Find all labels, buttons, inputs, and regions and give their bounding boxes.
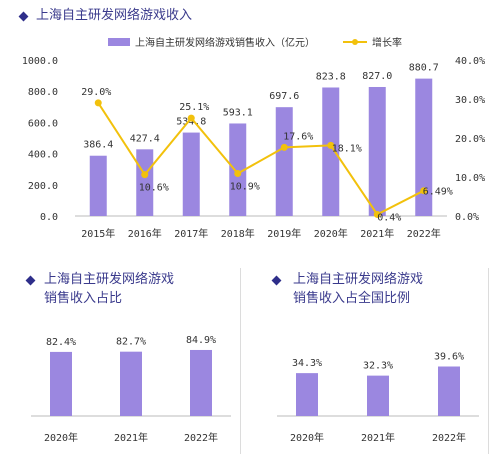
share-bar-chart: 82.4% 2020年 82.7% 2021年 84.9% 2022年 bbox=[31, 335, 231, 444]
share-bar bbox=[190, 349, 212, 416]
legend-bar-swatch bbox=[108, 38, 130, 46]
revenue-bar bbox=[368, 86, 386, 216]
x-tick-label: 2017年 bbox=[174, 227, 208, 240]
national-share-x-tick-label: 2021年 bbox=[361, 431, 395, 444]
growth-rate-point bbox=[141, 171, 149, 179]
y-left-tick-label: 600.0 bbox=[28, 118, 58, 129]
growth-rate-label: 6.49% bbox=[423, 187, 453, 198]
national-share-x-tick-label: 2020年 bbox=[290, 431, 324, 444]
bl-title-line1: 上海自主研发网络游戏 bbox=[44, 272, 175, 287]
growth-rate-label: 10.6% bbox=[139, 183, 169, 194]
y-left-tick-label: 800.0 bbox=[28, 87, 58, 98]
growth-rate-point bbox=[187, 114, 195, 122]
share-x-tick-label: 2022年 bbox=[184, 431, 218, 444]
share-bar bbox=[50, 351, 72, 416]
growth-rate-label: 25.1% bbox=[179, 102, 209, 113]
br-title-line1: 上海自主研发网络游戏 bbox=[293, 272, 424, 287]
revenue-data-label: 880.7 bbox=[409, 63, 439, 74]
top-chart-title: 上海自主研发网络游戏收入 bbox=[36, 8, 193, 23]
national-share-bar bbox=[438, 366, 460, 416]
national-share-bar bbox=[367, 375, 389, 416]
x-tick-label: 2019年 bbox=[267, 227, 301, 240]
x-tick-label: 2022年 bbox=[407, 227, 441, 240]
share-data-label: 82.7% bbox=[116, 337, 146, 348]
revenue-data-label: 427.4 bbox=[130, 133, 160, 144]
growth-rate-point bbox=[327, 141, 335, 149]
share-data-label: 84.9% bbox=[186, 335, 216, 346]
national-share-bar bbox=[296, 373, 318, 416]
legend-line-label: 增长率 bbox=[372, 36, 402, 49]
panel-divider-right bbox=[488, 268, 489, 454]
revenue-data-label: 697.6 bbox=[269, 91, 299, 102]
growth-rate-label: 29.0% bbox=[81, 87, 111, 98]
x-tick-label: 2016年 bbox=[128, 227, 162, 240]
growth-rate-label: 10.9% bbox=[230, 181, 260, 192]
share-data-label: 82.4% bbox=[46, 337, 76, 348]
y-left-tick-label: 200.0 bbox=[28, 181, 58, 192]
y-right-tick-label: 30.0% bbox=[455, 95, 485, 106]
growth-rate-line bbox=[97, 102, 425, 216]
top-title-diamond-icon bbox=[18, 11, 29, 22]
revenue-bar bbox=[229, 123, 247, 216]
y-right-tick-label: 10.0% bbox=[455, 173, 485, 184]
y-left-tick-label: 400.0 bbox=[28, 150, 58, 161]
share-bar bbox=[120, 351, 142, 416]
x-tick-label: 2015年 bbox=[81, 227, 115, 240]
legend-line-marker bbox=[352, 39, 358, 45]
revenue-bar bbox=[136, 149, 154, 216]
y-left-tick-label: 1000.0 bbox=[22, 56, 58, 67]
legend-bar-label: 上海自主研发网络游戏销售收入（亿元） bbox=[135, 36, 315, 49]
revenue-bar bbox=[415, 78, 433, 216]
y-right-tick-label: 20.0% bbox=[455, 134, 485, 145]
revenue-bar bbox=[89, 155, 107, 216]
growth-rate-point bbox=[420, 187, 428, 195]
br-title-line2: 销售收入占全国比例 bbox=[293, 291, 411, 306]
revenue-bar bbox=[322, 87, 340, 216]
x-tick-label: 2018年 bbox=[221, 227, 255, 240]
y-right-tick-label: 0.0% bbox=[455, 212, 479, 223]
revenue-data-label: 534.8 bbox=[176, 117, 206, 128]
y-left-tick-label: 0.0 bbox=[40, 212, 58, 223]
growth-rate-label: 18.1% bbox=[332, 143, 362, 154]
top-combo-chart: 上海自主研发网络游戏销售收入（亿元） 增长率 0.0 200.0 400.0 600.0 8… bbox=[22, 36, 485, 240]
growth-rate-label: 0.4% bbox=[377, 212, 401, 223]
growth-rate-point bbox=[373, 210, 381, 218]
growth-rate-point bbox=[280, 143, 288, 151]
national-share-data-label: 39.6% bbox=[434, 352, 464, 363]
national-share-data-label: 32.3% bbox=[363, 361, 393, 372]
national-share-data-label: 34.3% bbox=[292, 358, 322, 369]
growth-rate-label: 17.6% bbox=[283, 131, 313, 142]
growth-rate-point bbox=[234, 169, 242, 177]
revenue-bar bbox=[275, 107, 293, 216]
revenue-data-label: 827.0 bbox=[362, 71, 392, 82]
share-x-tick-label: 2020年 bbox=[44, 431, 78, 444]
y-right-tick-label: 40.0% bbox=[455, 56, 485, 67]
x-tick-label: 2020年 bbox=[314, 227, 348, 240]
revenue-data-label: 593.1 bbox=[223, 107, 253, 118]
national-share-x-tick-label: 2022年 bbox=[432, 431, 466, 444]
bl-title-line2: 销售收入占比 bbox=[44, 291, 123, 306]
revenue-bar bbox=[182, 132, 200, 216]
national-share-bar-chart: 34.3% 2020年 32.3% 2021年 39.6% 2022年 bbox=[277, 352, 479, 444]
revenue-data-label: 386.4 bbox=[83, 140, 113, 151]
revenue-data-label: 823.8 bbox=[316, 71, 346, 82]
panel-divider-left bbox=[240, 268, 241, 454]
share-x-tick-label: 2021年 bbox=[114, 431, 148, 444]
x-tick-label: 2021年 bbox=[360, 227, 394, 240]
growth-rate-point bbox=[94, 99, 102, 107]
